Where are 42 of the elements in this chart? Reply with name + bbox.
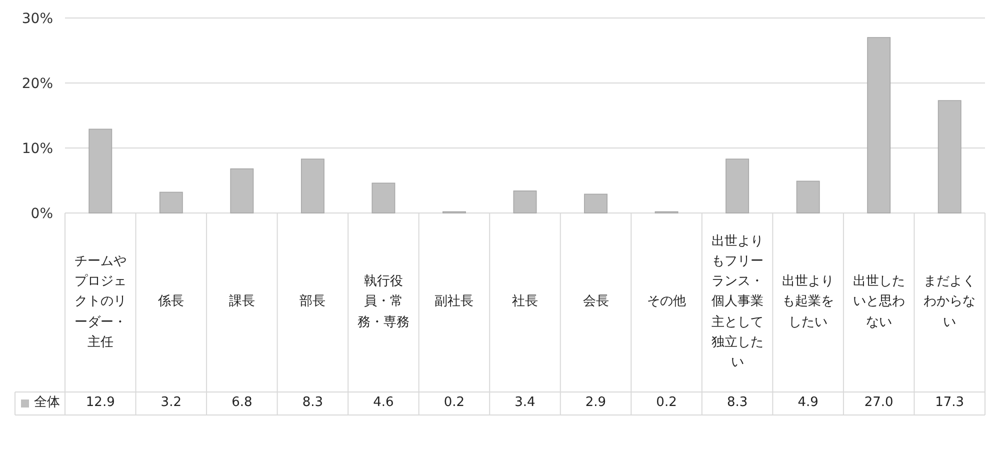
data-label: 0.2 bbox=[442, 394, 466, 412]
y-tick-label: 20% bbox=[22, 76, 53, 92]
x-tick-label: チームやプロジェクトのリーダー・主任 bbox=[73, 253, 128, 352]
bar bbox=[300, 158, 324, 214]
bar bbox=[584, 194, 608, 214]
x-tick-label: 出世よりも起業をしたい bbox=[781, 273, 836, 332]
data-label: 8.3 bbox=[726, 394, 749, 412]
x-tick-label: 部長 bbox=[298, 293, 327, 312]
y-tick-label: 30% bbox=[22, 11, 53, 27]
bar bbox=[372, 182, 396, 214]
data-label: 4.6 bbox=[372, 394, 395, 412]
x-tick-label: まだよくわからない bbox=[922, 273, 977, 332]
bar bbox=[513, 190, 537, 214]
x-tick-label: 出世よりもフリーランス・個人事業主として独立したい bbox=[710, 233, 764, 372]
data-label: 3.2 bbox=[160, 394, 182, 412]
data-label: 8.3 bbox=[301, 394, 324, 412]
y-tick-label: 10% bbox=[22, 141, 53, 157]
data-label: 2.9 bbox=[584, 394, 608, 412]
data-label: 0.2 bbox=[655, 394, 678, 412]
y-tick-label: 0% bbox=[30, 206, 53, 222]
bar bbox=[796, 180, 820, 214]
bar bbox=[938, 100, 962, 214]
data-label: 27.0 bbox=[863, 394, 894, 412]
bar bbox=[159, 192, 183, 214]
x-tick-label: 係長 bbox=[157, 293, 186, 312]
x-tick-label: 執行役員・常務・専務 bbox=[356, 273, 410, 332]
data-label: 12.9 bbox=[84, 394, 116, 412]
data-label: 4.9 bbox=[796, 394, 820, 412]
x-tick-label: 課長 bbox=[228, 293, 256, 312]
x-tick-label: 社長 bbox=[510, 293, 539, 312]
data-label: 3.4 bbox=[514, 394, 536, 412]
x-tick-label: 会長 bbox=[582, 293, 610, 312]
bar bbox=[867, 37, 891, 214]
x-tick-label: 出世したいと思わない bbox=[852, 273, 906, 332]
data-label: 6.8 bbox=[230, 394, 254, 412]
data-label: 17.3 bbox=[934, 394, 966, 412]
bar bbox=[88, 128, 112, 214]
bar bbox=[726, 158, 750, 214]
bar bbox=[230, 168, 254, 214]
x-tick-label: 副社長 bbox=[434, 293, 475, 312]
legend-label: 全体 bbox=[33, 394, 61, 412]
x-tick-label: その他 bbox=[646, 293, 688, 312]
